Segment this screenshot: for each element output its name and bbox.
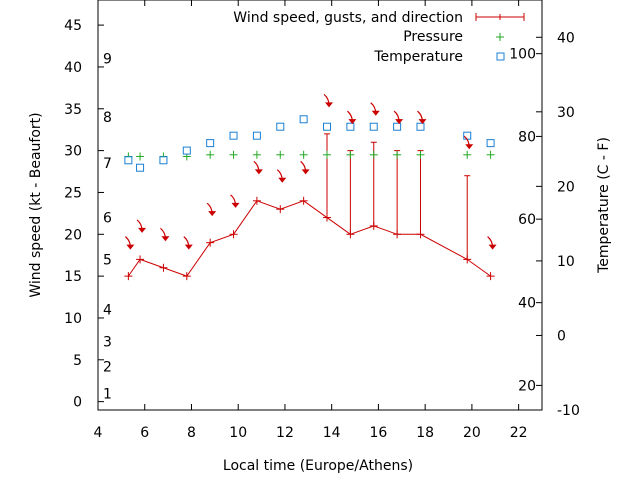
temperature-point [206,139,215,148]
wind-arrow-head [254,169,263,175]
temperature-point [182,146,191,155]
wind-speed-line [127,200,491,277]
temperature-point [299,115,308,124]
wind-arrow-head [138,227,147,233]
legend-swatch-temperature [496,52,505,61]
y2-tick-label-c: -10 [557,403,580,419]
y-axis-title: Wind speed (kt - Beaufort) [28,112,44,297]
y-tick-label: 30 [64,144,82,160]
y2-tick-label-c: 0 [557,328,566,344]
temperature-point [276,122,285,131]
wind-arrow-head [208,211,217,217]
x-axis: 4 6 8 10 12 14 16 18 20 22 [94,0,528,441]
wind-arrow-head [418,119,427,125]
temperature-series [124,115,495,172]
y2-tick-label-f: 40 [518,296,536,312]
pressure-series [124,150,495,161]
y2-tick-label-f: 60 [518,212,536,228]
y-tick-label: 35 [64,102,82,118]
x-tick-label: 16 [370,425,388,441]
temperature-point [323,122,332,131]
beaufort-label: 7 [103,156,112,172]
x-tick-label: 10 [229,425,247,441]
y2-tick-label-c: 10 [557,254,575,270]
beaufort-label: 2 [103,359,112,375]
beaufort-label: 8 [103,110,112,126]
wind-arrow-head [301,169,310,175]
wind-arrow-head [465,144,474,150]
temperature-point [369,122,378,131]
y-tick-label: 25 [64,185,82,201]
y2-tick-label-f: 100 [509,47,536,63]
beaufort-label: 6 [103,211,112,227]
wind-arrow-head [371,110,380,116]
beaufort-label: 9 [103,52,112,68]
wind-direction-arrows [124,93,497,250]
y-tick-label: 20 [64,227,82,243]
y-tick-label: 40 [64,60,82,76]
y-tick-label: 10 [64,311,82,327]
temperature-point [393,122,402,131]
x-tick-label: 12 [276,425,294,441]
beaufort-label: 5 [103,252,112,268]
wind-arrow-head [161,236,170,242]
y2-tick-label-c: 40 [557,30,575,46]
beaufort-scale: 1 2 3 4 5 6 7 8 9 [103,52,112,403]
x-tick-label: 8 [187,425,196,441]
temperature-point [159,156,168,165]
x-tick-label: 22 [510,425,528,441]
beaufort-label: 3 [103,334,112,350]
y2-tick-label-f: 20 [518,378,536,394]
plot-frame [97,0,543,411]
wind-arrow-head [231,202,240,208]
wind-arrow-head [488,244,497,250]
y-tick-label: 15 [64,269,82,285]
legend: Wind speed, gusts, and direction Pressur… [233,10,525,65]
temperature-point [252,131,261,140]
x-tick-label: 14 [323,425,341,441]
legend-label-pressure: Pressure [403,29,463,45]
wind-series [124,133,495,281]
beaufort-label: 1 [103,386,112,402]
temperature-point [463,131,472,140]
y-tick-label: 45 [64,18,82,34]
x-tick-label: 6 [140,425,149,441]
x-tick-label: 4 [94,425,103,441]
y-tick-label: 0 [73,395,82,411]
beaufort-label: 4 [103,303,112,319]
legend-label-wind: Wind speed, gusts, and direction [233,10,463,26]
wind-arrow-head [348,119,357,125]
y-axis-right: -10 0 10 20 30 40 20 40 60 80 100 [509,30,580,419]
x-tick-label: 20 [463,425,481,441]
wind-arrow-head [278,177,287,183]
y2-tick-label-c: 30 [557,105,575,121]
y2-tick-label-c: 20 [557,179,575,195]
temperature-point [136,163,145,172]
y2-axis-title: Temperature (C - F) [596,137,612,274]
temperature-point [229,131,238,140]
temperature-point [346,122,355,131]
temperature-point [124,156,133,165]
temperature-point [486,139,495,148]
legend-label-temperature: Temperature [373,49,463,65]
x-tick-label: 18 [416,425,434,441]
wind-arrow-head [184,244,193,250]
y2-tick-label-f: 80 [518,129,536,145]
y-axis-left: 0 5 10 15 20 25 30 35 40 45 [64,18,104,411]
wind-arrow-head [395,119,404,125]
y-tick-label: 5 [73,353,82,369]
x-axis-title: Local time (Europe/Athens) [223,458,413,474]
wind-arrow-head [126,244,135,250]
wind-arrow-head [325,102,334,108]
temperature-point [416,122,425,131]
legend-swatch-pressure [496,33,504,41]
